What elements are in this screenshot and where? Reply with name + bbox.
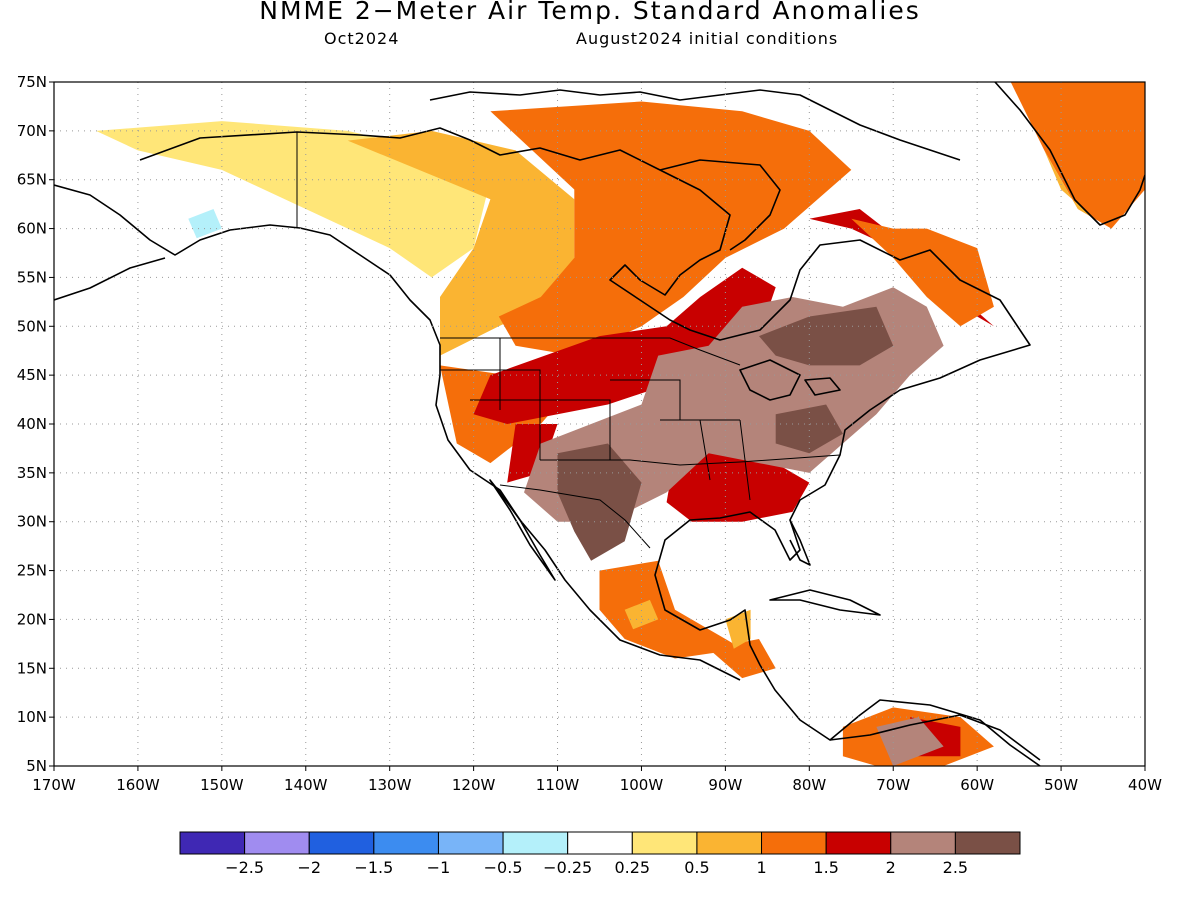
lon-tick-label: 130W	[368, 776, 412, 794]
lat-tick-label: 50N	[17, 317, 47, 335]
colorbar-label: −0.5	[484, 858, 523, 877]
lat-tick-label: 20N	[17, 610, 47, 628]
latitude-axis: 75N 70N 65N 60N 55N 50N 45N 40N 35N 30N 25N 20N 15N 1…	[17, 73, 54, 775]
us-mexico-border	[499, 484, 651, 549]
lon-tick-label: 150W	[200, 776, 244, 794]
lat-tick-label: 30N	[17, 513, 47, 531]
anomaly-region-10	[557, 443, 642, 561]
cuba	[769, 589, 881, 616]
colorbar-label: 2	[886, 858, 896, 877]
colorbar-label: 0.5	[684, 858, 709, 877]
colorbar-legend: −2.5 −2 −1.5 −1 −0.5 −0.25 0.25 0.5 1 1.5 2 2.5	[179, 831, 1021, 877]
colorbar-swatch-4	[437, 831, 504, 855]
colorbar-label: −0.25	[543, 858, 592, 877]
map-title: NMME 2−Meter Air Temp. Standard Anomalie…	[259, 0, 921, 25]
graticule	[54, 82, 1145, 766]
lon-tick-label: 90W	[708, 776, 742, 794]
anomaly-region-7	[507, 424, 558, 483]
lon-tick-label: 70W	[876, 776, 910, 794]
lat-tick-label: 5N	[26, 757, 47, 775]
colorbar-label: 2.5	[943, 858, 968, 877]
longitude-axis: 170W 160W 150W 140W 130W 120W 110W 100W 90W 80W 70…	[32, 766, 1162, 794]
lon-tick-label: 160W	[116, 776, 160, 794]
coastlines	[54, 82, 1145, 766]
lat-tick-label: 60N	[17, 220, 47, 238]
colorbar-label: −1.5	[354, 858, 393, 877]
lon-tick-label: 140W	[284, 776, 328, 794]
colorbar-swatch-10	[825, 831, 892, 855]
anomaly-region-23	[188, 209, 222, 239]
colorbar-swatch-12	[954, 831, 1021, 855]
colorbar-swatch-1	[244, 831, 310, 855]
colorbar-swatch-7	[631, 831, 698, 855]
colorbar-label: 1	[756, 858, 766, 877]
lat-tick-label: 10N	[17, 708, 47, 726]
anomaly-region-4	[473, 267, 776, 424]
arctic-islands	[429, 89, 961, 161]
anomaly-region-21	[1010, 82, 1145, 229]
lat-tick-label: 75N	[17, 73, 47, 91]
lon-tick-label: 50W	[1044, 776, 1078, 794]
lon-tick-label: 110W	[536, 776, 580, 794]
colorbar-swatch-8	[696, 831, 763, 855]
anomaly-region-18	[708, 639, 776, 679]
lon-tick-label: 40W	[1128, 776, 1162, 794]
baja-california	[489, 479, 556, 581]
west-coast	[54, 184, 741, 681]
colorbar-label: 1.5	[813, 858, 838, 877]
lat-tick-label: 45N	[17, 366, 47, 384]
colorbar-label: −2	[297, 858, 321, 877]
colorbar-label: −2.5	[225, 858, 264, 877]
anomaly-region-2	[490, 101, 852, 356]
colorbar-swatch-6	[567, 831, 633, 855]
lat-tick-label: 40N	[17, 415, 47, 433]
lat-tick-label: 55N	[17, 268, 47, 286]
colorbar-swatch-3	[373, 831, 439, 855]
lon-tick-label: 60W	[960, 776, 994, 794]
lon-tick-label: 80W	[792, 776, 826, 794]
greenland-coast	[994, 82, 1145, 226]
political-borders	[296, 132, 841, 549]
anomaly-region-14	[624, 599, 659, 630]
colorbar-swatch-5	[502, 831, 569, 855]
aleutian-coast	[54, 257, 166, 301]
lat-tick-label: 25N	[17, 562, 47, 580]
forecast-month: Oct2024	[324, 29, 400, 48]
state-lines	[440, 338, 841, 501]
colorbar-swatch-0	[179, 831, 246, 855]
anomaly-region-8	[851, 218, 994, 327]
us-canada-border	[440, 337, 741, 366]
florida	[789, 519, 811, 566]
lon-tick-label: 100W	[620, 776, 664, 794]
anomaly-region-13	[599, 560, 743, 659]
anomaly-region-12	[775, 404, 843, 454]
initial-conditions: August2024 initial conditions	[576, 29, 839, 48]
colorbar-swatch-2	[308, 831, 375, 855]
lat-tick-label: 70N	[17, 122, 47, 140]
lat-tick-label: 15N	[17, 659, 47, 677]
colorbar-label: 0.25	[614, 858, 650, 877]
anomaly-fields	[96, 82, 1145, 766]
colorbar-swatch-9	[761, 831, 827, 855]
anomaly-region-11	[759, 306, 894, 366]
lat-tick-label: 35N	[17, 464, 47, 482]
colorbar-label: −1	[427, 858, 451, 877]
south-america-coast	[829, 714, 1041, 761]
lon-tick-label: 120W	[452, 776, 496, 794]
anomaly-region-1	[347, 130, 575, 356]
anomaly-region-0	[96, 121, 491, 278]
lat-tick-label: 65N	[17, 171, 47, 189]
great-lakes	[739, 359, 841, 401]
colorbar-swatch-11	[890, 831, 956, 855]
hudson-bay	[659, 159, 781, 251]
lon-tick-label: 170W	[32, 776, 76, 794]
